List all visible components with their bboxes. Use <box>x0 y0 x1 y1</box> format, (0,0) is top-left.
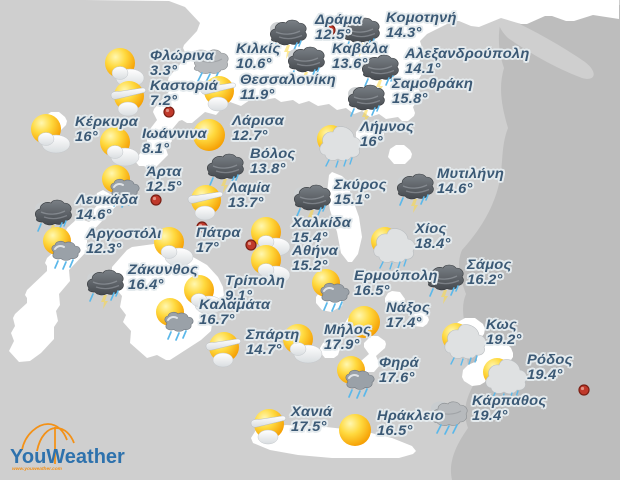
svg-text:YouWeather: YouWeather <box>10 446 125 468</box>
svg-text:www.youweather.com: www.youweather.com <box>12 466 63 472</box>
